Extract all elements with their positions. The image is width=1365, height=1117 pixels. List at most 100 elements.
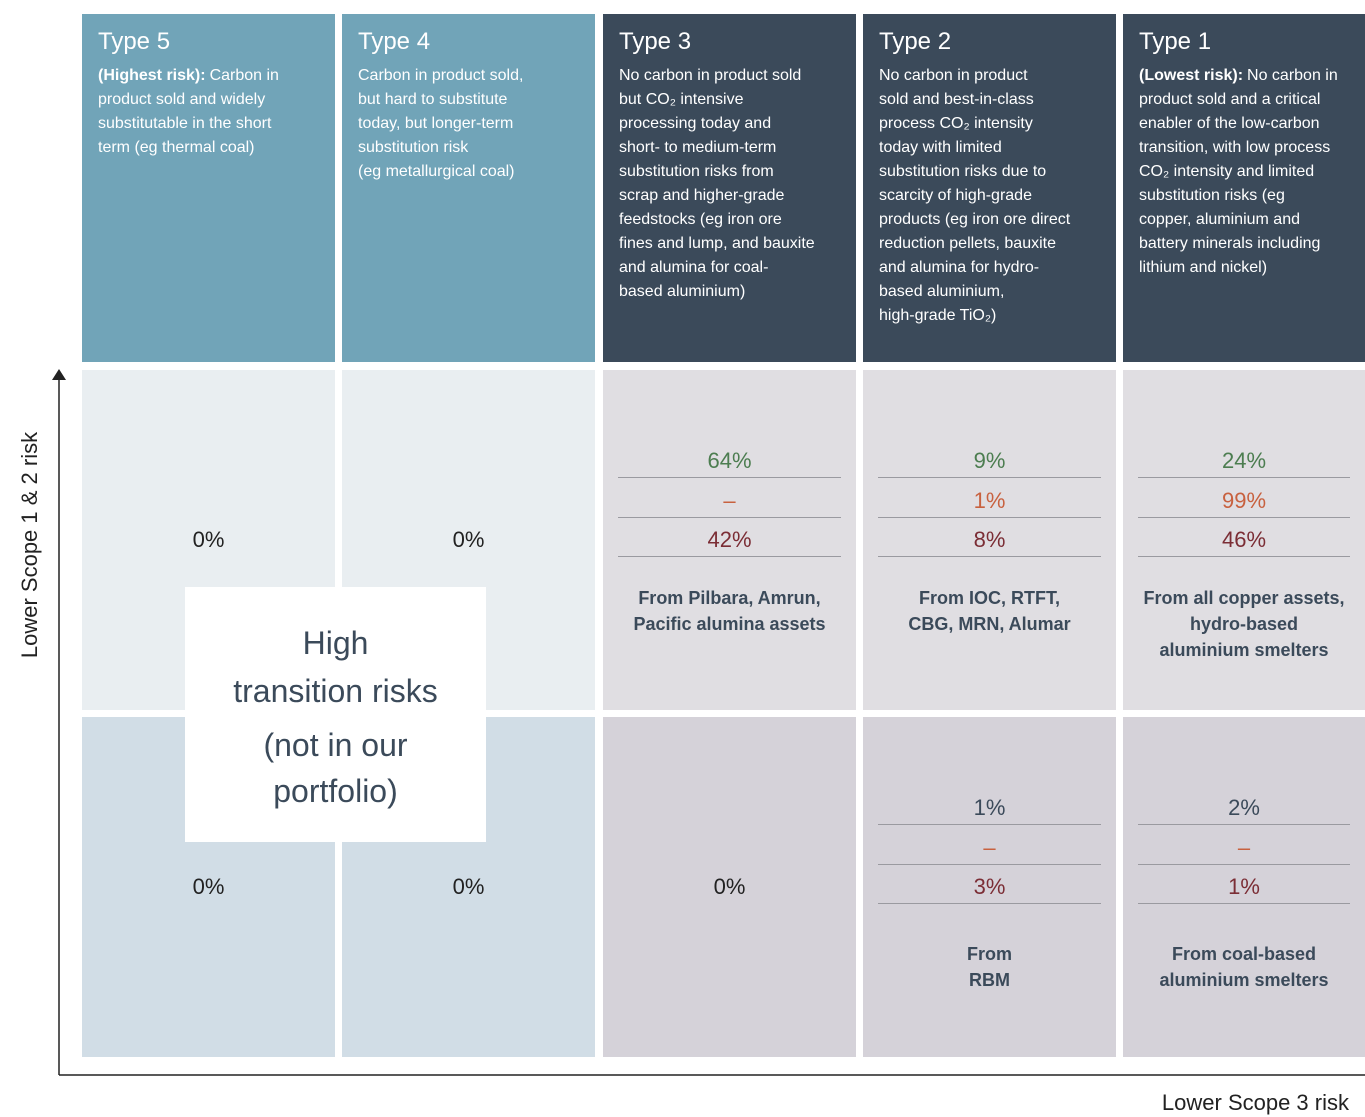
description-text: feedstocks (eg iron ore: [619, 211, 782, 228]
description-text: (eg metallurgical coal): [358, 163, 515, 180]
cell-value: 1%: [973, 487, 1006, 513]
value-divider: [1138, 556, 1350, 557]
cell-value: 0%: [713, 874, 746, 899]
matrix-cell: 1% – 3% From RBM: [863, 717, 1116, 1057]
column-title: Type 2: [879, 28, 952, 55]
description-line: substitutable in the short: [98, 112, 335, 136]
description-text: today, but longer-term: [358, 115, 514, 132]
matrix-cell: 64% – 42% From Pilbara, Amrun, Pacific alumi…: [603, 370, 856, 710]
description-line: processing today and: [619, 112, 856, 136]
column-title: Type 4: [358, 28, 431, 55]
matrix-cell: 0%: [603, 717, 856, 1057]
column-title: Type 3: [619, 28, 692, 55]
description-text: battery minerals including: [1139, 235, 1321, 252]
description-line: but hard to substitute: [358, 88, 595, 112]
description-line: but CO₂ intensive: [619, 88, 856, 112]
description-text: sold and best-in-class: [879, 91, 1034, 108]
description-line: sold and best-in-class: [879, 88, 1116, 112]
description-text: reduction pellets, bauxite: [879, 235, 1056, 252]
description-text: No carbon in product: [879, 67, 1028, 84]
cell-value: 64%: [707, 448, 752, 473]
description-line: CO₂ intensity and limited: [1139, 160, 1365, 184]
description-text: today with limited: [879, 139, 1002, 156]
cell-note: From all copper assets,: [1143, 588, 1345, 608]
description-text: substitution risk: [358, 139, 469, 156]
description-line: based aluminium): [619, 280, 856, 304]
description-line: product sold and widely: [98, 88, 335, 112]
description-line: today, but longer-term: [358, 112, 595, 136]
description-line: scrap and higher-grade: [619, 184, 856, 208]
x-axis-label: Lower Scope 3 risk: [1161, 1090, 1349, 1115]
description-line: No carbon in product sold: [619, 64, 856, 88]
cell-value: –: [723, 487, 736, 513]
cell-value: –: [983, 834, 996, 860]
cell-value: 24%: [1221, 448, 1267, 473]
description-text: processing today and: [619, 115, 772, 132]
cell-note: From IOC, RTFT,: [919, 588, 1060, 608]
description-line: No carbon in product: [879, 64, 1116, 88]
matrix-cell: 2% – 1% From coal-based aluminium smelters: [1123, 717, 1365, 1057]
description-line: process CO₂ intensity: [879, 112, 1116, 136]
description-text: based aluminium): [619, 283, 746, 300]
column-header: Type 5 (Highest risk): Carbon in product so…: [82, 14, 335, 362]
risk-lead: (Lowest risk):: [1139, 67, 1244, 84]
description-line: and alumina for hydro-: [879, 256, 1116, 280]
cell-note: aluminium smelters: [1159, 970, 1329, 990]
cell-note: RBM: [969, 970, 1010, 990]
value-divider: [878, 863, 1101, 865]
cell-note: aluminium smelters: [1159, 640, 1329, 660]
cell-value: 9%: [973, 448, 1006, 473]
description-line: scarcity of high-grade: [879, 184, 1116, 208]
y-axis-arrow: [52, 369, 66, 380]
y-axis-label: Lower Scope 1 & 2 risk: [17, 431, 42, 659]
description-text: enabler of the low-carbon: [1139, 115, 1320, 132]
value-divider: [618, 556, 841, 557]
description-line: based aluminium,: [879, 280, 1116, 304]
value-divider: [1138, 903, 1350, 904]
description-line: enabler of the low-carbon: [1139, 112, 1365, 136]
overlay-line: transition risks: [233, 673, 438, 709]
description-line: Carbon in product sold,: [358, 64, 595, 88]
matrix-cell: 24% 99% 46% From all copper assets, hydro-ba…: [1123, 370, 1365, 710]
cell-note: From: [967, 944, 1012, 964]
description-text: term (eg thermal coal): [98, 139, 255, 156]
cell-value: 3%: [973, 874, 1006, 899]
overlay-line: High: [302, 625, 369, 661]
description-line: short- to medium-term: [619, 136, 856, 160]
risk-lead: (Highest risk):: [98, 67, 206, 84]
value-divider: [878, 903, 1101, 904]
cell-note: CBG, MRN, Alumar: [908, 614, 1071, 634]
value-divider: [1138, 477, 1350, 478]
cell-value: 8%: [973, 527, 1006, 552]
description-line: lithium and nickel): [1139, 256, 1365, 280]
value-divider: [878, 556, 1101, 557]
cell-value: 0%: [452, 874, 485, 899]
description-line: copper, aluminium and: [1139, 208, 1365, 232]
description-line: (eg metallurgical coal): [358, 160, 595, 184]
description-line: and alumina for coal-: [619, 256, 856, 280]
description-text: No carbon in product sold: [619, 67, 802, 84]
description-text: but hard to substitute: [358, 91, 508, 108]
description-text: copper, aluminium and: [1139, 211, 1300, 228]
overlay-line: portfolio): [273, 773, 398, 809]
cell-value: 42%: [707, 527, 752, 552]
column-header: Type 4 Carbon in product sold, but hard to…: [342, 14, 595, 362]
column-header: Type 1 (Lowest risk): No carbon in product …: [1123, 14, 1365, 362]
description-text: transition, with low process: [1139, 139, 1331, 156]
description-text: substitution risks due to: [879, 163, 1047, 180]
value-divider: [618, 477, 841, 478]
cell-value: 0%: [452, 527, 485, 552]
value-divider: [878, 516, 1101, 518]
description-text: substitutable in the short: [98, 115, 272, 132]
description-line: substitution risks from: [619, 160, 856, 184]
value-divider: [618, 516, 841, 518]
description-line: substitution risks due to: [879, 160, 1116, 184]
value-divider: [1138, 863, 1350, 865]
value-divider: [1138, 824, 1350, 825]
description-line: term (eg thermal coal): [98, 136, 335, 160]
cell-note: From Pilbara, Amrun,: [638, 588, 821, 608]
cell-value: 1%: [973, 795, 1006, 820]
cell-note: Pacific alumina assets: [633, 614, 826, 634]
description-line: substitution risks (eg: [1139, 184, 1365, 208]
description-text: and alumina for coal-: [619, 259, 769, 276]
